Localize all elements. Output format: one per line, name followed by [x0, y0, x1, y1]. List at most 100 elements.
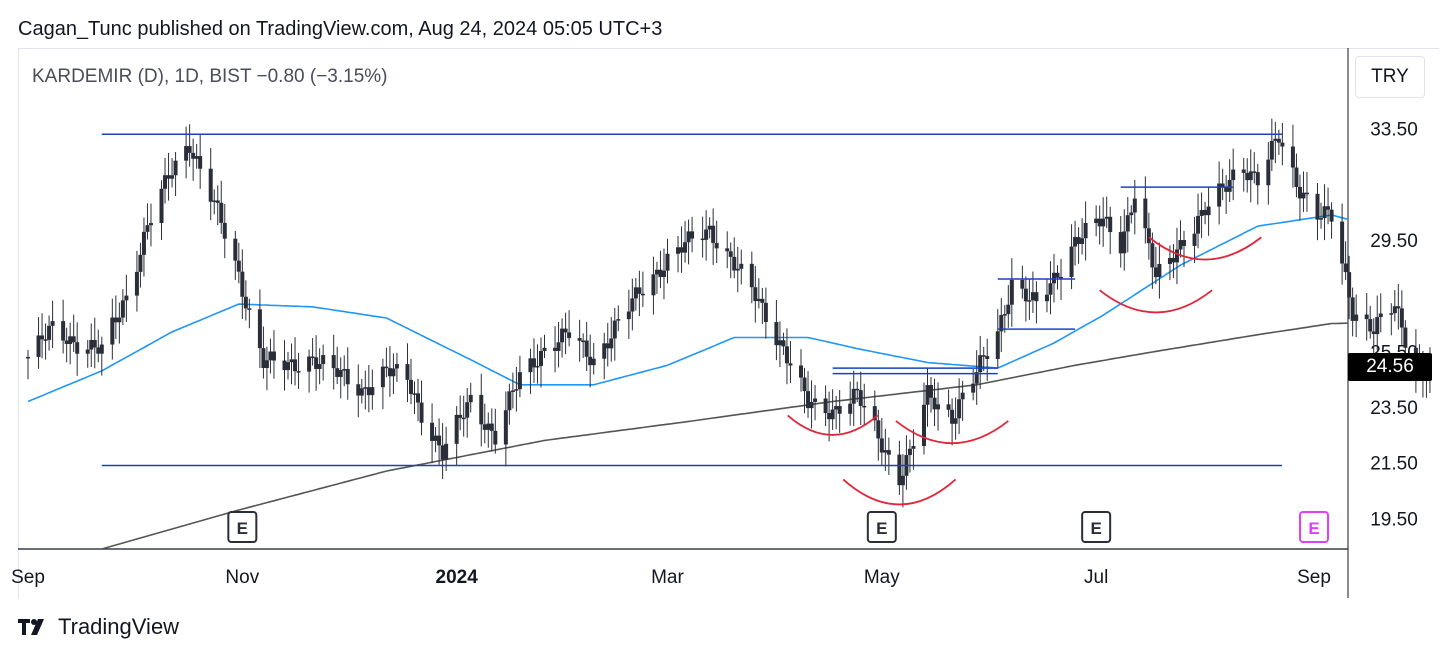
x-tick-label: Nov [225, 567, 259, 588]
candle-body [907, 448, 912, 456]
candle-body [806, 391, 811, 409]
candle-body [876, 420, 881, 439]
candle-body [932, 397, 937, 410]
candle-body [370, 387, 375, 396]
y-tick-label: 23.50 [1370, 398, 1418, 419]
y-tick-label: 29.50 [1370, 231, 1418, 252]
candle-body [538, 350, 543, 366]
candle-body [1276, 138, 1281, 143]
candle-body [296, 371, 301, 373]
candle-body [1231, 169, 1236, 181]
candle-body [433, 435, 438, 441]
candle-body [1375, 317, 1380, 335]
candle-body [412, 393, 417, 395]
candle-body [75, 342, 80, 354]
candle-body [331, 355, 336, 369]
candle-body [567, 332, 572, 339]
candle-body [1118, 232, 1123, 254]
y-tick-label: 19.50 [1370, 509, 1418, 530]
candle-body [665, 253, 670, 271]
currency-button[interactable]: TRY [1355, 56, 1425, 98]
candle-body [929, 385, 934, 398]
candle-body [359, 388, 364, 396]
pattern-arc [842, 478, 957, 506]
candle-body [1248, 171, 1253, 181]
candle-body [345, 369, 350, 385]
candle-body [212, 200, 217, 202]
earnings-marker [1299, 511, 1329, 543]
candle-body [194, 156, 199, 159]
candle-body [1396, 306, 1401, 309]
candle-body [268, 351, 273, 361]
candle-body [700, 238, 705, 241]
candle-body [1174, 249, 1179, 263]
earnings-marker-label: E [876, 519, 887, 538]
candle-body [468, 394, 473, 403]
candle-body [236, 260, 241, 272]
x-tick-label: Sep [11, 567, 45, 588]
candle-body [43, 339, 48, 341]
candle-body [679, 247, 684, 253]
candle-body [602, 343, 607, 359]
candle-body [995, 331, 1000, 359]
candle-body [293, 359, 298, 372]
candle-body [900, 475, 905, 486]
candle-body [784, 346, 789, 364]
candle-body [1203, 210, 1208, 216]
candle-body [148, 223, 153, 226]
candle-body [96, 347, 101, 354]
candle-body [338, 370, 343, 377]
candle-body [321, 355, 326, 365]
candle-body [437, 435, 442, 446]
candle-body [605, 343, 610, 349]
candle-body [950, 409, 955, 424]
candle-body [1002, 314, 1007, 316]
candle-body [640, 293, 645, 296]
candle-body [886, 450, 891, 455]
candle-body [897, 454, 902, 486]
candle-body [173, 160, 178, 176]
candle-body [1322, 206, 1327, 219]
candle-body [503, 410, 508, 445]
candle-body [1354, 314, 1359, 321]
candle-body [482, 424, 487, 430]
candle-body [71, 336, 76, 343]
candle-body [1252, 171, 1257, 173]
candle-body [1143, 198, 1148, 229]
candle-body [563, 328, 568, 333]
candle-body [999, 315, 1004, 332]
candle-body [542, 347, 547, 351]
candle-body [85, 349, 90, 354]
candle-body [1403, 327, 1408, 348]
candle-body [981, 355, 986, 357]
candle-body [1280, 142, 1285, 147]
candle-body [1129, 212, 1134, 216]
candle-body [356, 384, 361, 396]
candle-body [1073, 237, 1078, 247]
candle-body [219, 202, 224, 223]
candle-body [145, 225, 150, 232]
candle-body [1048, 283, 1053, 295]
candle-body [553, 347, 558, 351]
candle-body [233, 238, 238, 261]
candle-body [363, 387, 368, 389]
candle-body [957, 399, 962, 419]
candle-body [735, 268, 740, 271]
candle-body [391, 368, 396, 377]
candle-body [489, 423, 494, 431]
candle-body [1399, 308, 1404, 328]
candle-body [661, 270, 666, 278]
earnings-marker-label: E [1090, 519, 1101, 538]
candle-body [872, 406, 877, 421]
candle-body [777, 340, 782, 346]
candle-body [141, 231, 146, 255]
candle-body [1146, 228, 1151, 244]
candle-body [813, 398, 818, 402]
candle-body [461, 417, 466, 420]
candle-body [486, 423, 491, 430]
candle-body [834, 406, 839, 410]
candle-body [883, 450, 888, 453]
candle-body [788, 363, 793, 366]
candle-body [588, 356, 593, 366]
